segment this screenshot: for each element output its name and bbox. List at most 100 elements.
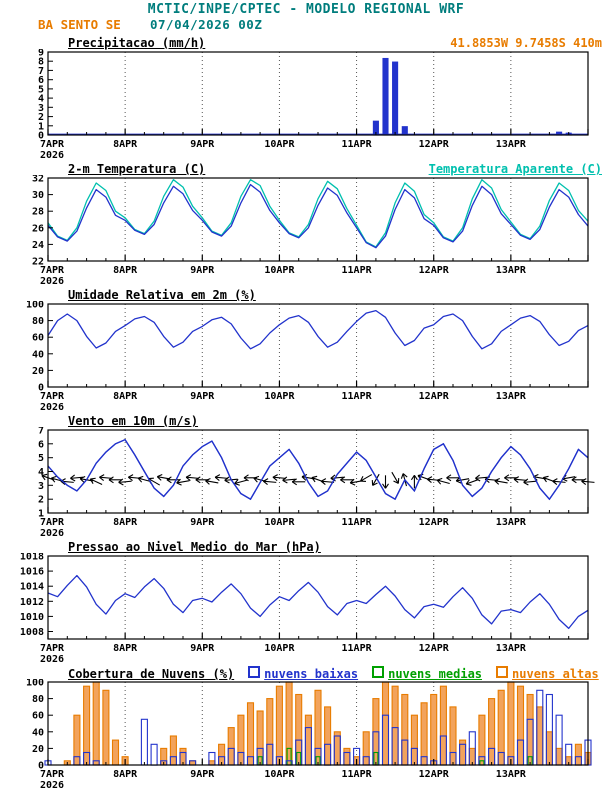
svg-text:8APR: 8APR [113, 139, 138, 150]
panel-precipitation: Precipitacao (mm/h) 41.8853W 9.7458S 410… [0, 36, 612, 162]
svg-text:11APR: 11APR [342, 643, 373, 654]
svg-text:24: 24 [32, 240, 44, 251]
panel-title-precipitation: Precipitacao (mm/h) [68, 36, 206, 50]
svg-text:9APR: 9APR [190, 643, 215, 654]
svg-text:10APR: 10APR [264, 265, 295, 276]
panel-cloud-cover: Cobertura de Nuvens (%) nuvens baixas nu… [0, 666, 612, 792]
run-datetime: 07/04/2026 00Z [150, 17, 263, 32]
svg-text:12APR: 12APR [419, 139, 450, 150]
svg-text:2: 2 [38, 112, 44, 123]
svg-text:28: 28 [32, 207, 44, 218]
svg-text:1012: 1012 [20, 597, 44, 608]
svg-text:12APR: 12APR [419, 769, 450, 780]
model-title: MCTIC/INPE/CPTEC - MODELO REGIONAL WRF [147, 2, 465, 17]
svg-text:6: 6 [38, 439, 44, 450]
svg-text:11APR: 11APR [342, 139, 373, 150]
svg-text:13APR: 13APR [496, 391, 527, 402]
svg-text:12APR: 12APR [419, 265, 450, 276]
panel-title-wind: Vento em 10m (m/s) [68, 414, 199, 428]
legend-high-clouds: nuvens altas [496, 666, 599, 681]
svg-text:7: 7 [38, 66, 44, 77]
svg-text:40: 40 [32, 349, 44, 360]
svg-text:3: 3 [38, 103, 44, 114]
svg-text:1: 1 [38, 509, 44, 520]
svg-text:13APR: 13APR [496, 517, 527, 528]
svg-text:2026: 2026 [40, 654, 64, 665]
svg-text:9APR: 9APR [190, 391, 215, 402]
page-header: MCTIC/INPE/CPTEC - MODELO REGIONAL WRF B… [0, 0, 612, 36]
svg-text:40: 40 [32, 727, 44, 738]
svg-text:10APR: 10APR [264, 769, 295, 780]
svg-text:7APR: 7APR [40, 517, 65, 528]
svg-text:0: 0 [38, 761, 44, 772]
location-coordinates: 41.8853W 9.7458S 410m [450, 36, 602, 50]
svg-text:13APR: 13APR [496, 643, 527, 654]
svg-text:11APR: 11APR [342, 769, 373, 780]
low-clouds-swatch-icon [248, 666, 261, 678]
svg-text:8APR: 8APR [113, 265, 138, 276]
svg-text:6: 6 [38, 75, 44, 86]
svg-text:100: 100 [26, 679, 44, 689]
svg-text:1016: 1016 [20, 567, 44, 578]
svg-text:1018: 1018 [20, 553, 44, 563]
svg-text:5: 5 [38, 84, 44, 95]
svg-text:7APR: 7APR [40, 139, 65, 150]
svg-text:12APR: 12APR [419, 391, 450, 402]
svg-text:22: 22 [32, 257, 44, 268]
svg-text:1014: 1014 [20, 582, 44, 593]
svg-text:9: 9 [38, 49, 44, 59]
legend-mid-clouds: nuvens medias [372, 666, 482, 681]
svg-text:13APR: 13APR [496, 139, 527, 150]
svg-text:8: 8 [38, 57, 44, 68]
panel-temperature: 2-m Temperatura (C) Temperatura Aparente… [0, 162, 612, 288]
mid-clouds-swatch-icon [372, 666, 385, 678]
chart-pressure: 1008 1010 1012 1014 1016 1018 7APR 2026 8APR 9APR… [0, 552, 612, 665]
svg-text:4: 4 [38, 94, 44, 105]
svg-text:2026: 2026 [40, 150, 64, 161]
panel-title-temperature: 2-m Temperatura (C) [68, 162, 206, 176]
svg-text:7APR: 7APR [40, 391, 65, 402]
svg-text:30: 30 [32, 190, 44, 201]
svg-text:2026: 2026 [40, 528, 64, 539]
svg-text:12APR: 12APR [419, 643, 450, 654]
svg-text:80: 80 [32, 316, 44, 327]
svg-text:60: 60 [32, 711, 44, 722]
chart-cloud-cover: 0 20 40 60 80 100 7APR 2026 8APR 9APR 10APR 11APR 12… [0, 678, 612, 791]
svg-text:11APR: 11APR [342, 391, 373, 402]
svg-text:9APR: 9APR [190, 769, 215, 780]
svg-text:9APR: 9APR [190, 265, 215, 276]
panel-title-cloud-cover: Cobertura de Nuvens (%) [68, 667, 235, 681]
svg-text:1: 1 [38, 121, 44, 132]
high-clouds-swatch-icon [496, 666, 509, 678]
svg-text:80: 80 [32, 694, 44, 705]
svg-text:13APR: 13APR [496, 769, 527, 780]
svg-text:10APR: 10APR [264, 643, 295, 654]
svg-text:2026: 2026 [40, 780, 64, 791]
svg-text:20: 20 [32, 744, 44, 755]
svg-text:7APR: 7APR [40, 769, 65, 780]
header-subrow: BA SENTO SE 07/04/2026 00Z [0, 17, 612, 34]
svg-text:8APR: 8APR [113, 769, 138, 780]
svg-text:13APR: 13APR [496, 265, 527, 276]
svg-text:100: 100 [26, 301, 44, 311]
svg-text:3: 3 [38, 481, 44, 492]
panel-title-pressure: Pressao ao Nivel Medio do Mar (hPa) [68, 540, 321, 554]
svg-text:26: 26 [32, 223, 44, 234]
svg-text:8APR: 8APR [113, 643, 138, 654]
legend-high-clouds-label: nuvens altas [512, 667, 599, 681]
svg-text:0: 0 [38, 383, 44, 394]
svg-text:20: 20 [32, 366, 44, 377]
svg-text:1008: 1008 [20, 627, 44, 638]
svg-text:10APR: 10APR [264, 517, 295, 528]
svg-text:10APR: 10APR [264, 139, 295, 150]
apparent-temperature-label: Temperatura Aparente (C) [428, 162, 602, 176]
svg-text:10APR: 10APR [264, 391, 295, 402]
svg-text:32: 32 [32, 175, 44, 185]
svg-text:11APR: 11APR [342, 517, 373, 528]
svg-text:9APR: 9APR [190, 517, 215, 528]
panel-wind: Vento em 10m (m/s) 1 2 3 4 5 6 7 7APR 2026 8APR 9A… [0, 414, 612, 540]
svg-text:5: 5 [38, 453, 44, 464]
svg-text:12APR: 12APR [419, 517, 450, 528]
svg-text:7APR: 7APR [40, 643, 65, 654]
chart-precipitation: 0 1 2 3 4 5 6 7 8 9 7APR 2026 8APR 9APR 10APR 11APR 12AP… [0, 48, 612, 161]
